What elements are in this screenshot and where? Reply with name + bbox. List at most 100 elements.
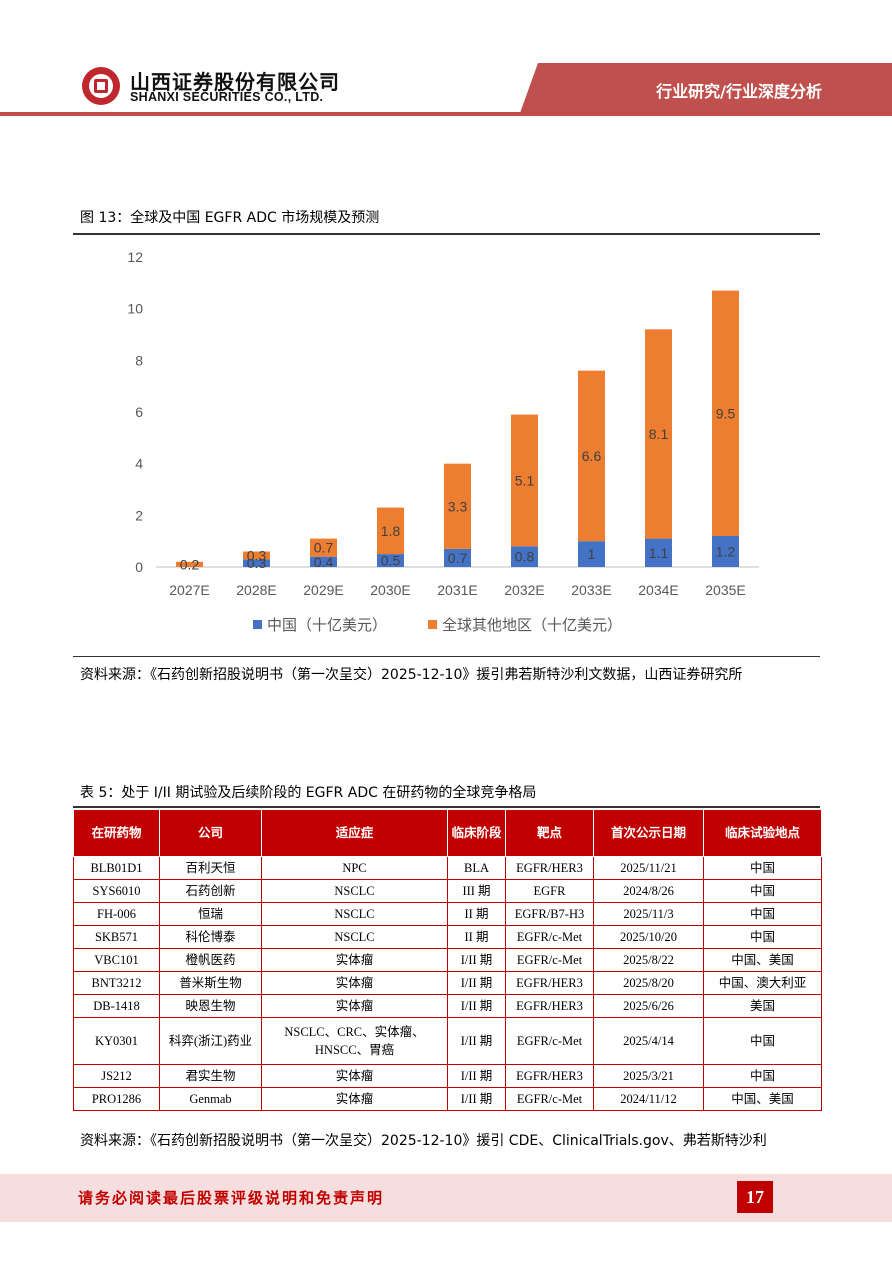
- company-cell: 科伦博泰: [159, 925, 262, 949]
- x-tick-label: 2029E: [303, 582, 343, 598]
- page-header: 山西证券股份有限公司 SHANXI SECURITIES CO., LTD. 行…: [0, 0, 892, 120]
- location-cell: 美国: [703, 994, 822, 1018]
- x-tick-label: 2030E: [370, 582, 410, 598]
- figure-title: 图 13：全球及中国 EGFR ADC 市场规模及预测: [80, 210, 380, 226]
- target-cell: EGFR/c-Met: [505, 1087, 594, 1111]
- data-label: 5.1: [515, 472, 535, 488]
- data-label: 6.6: [582, 448, 602, 464]
- drug-cell: JS212: [73, 1064, 160, 1088]
- bar-china: [310, 556, 337, 567]
- table-row: BLB01D1 百利天恒 NPC BLA EGFR/HER3 2025/11/21 中国: [73, 856, 822, 880]
- data-label: 1.8: [381, 523, 401, 539]
- data-label: 0.7: [448, 550, 468, 566]
- phase-cell: II 期: [447, 925, 506, 949]
- date-cell: 2025/8/20: [593, 971, 704, 995]
- drug-cell: FH-006: [73, 902, 160, 926]
- data-label: 9.5: [716, 405, 736, 421]
- company-cell: 科弈(浙江)药业: [159, 1017, 262, 1065]
- indication-cell: NSCLC: [261, 879, 448, 903]
- x-tick-label: 2035E: [705, 582, 745, 598]
- header-target: 靶点: [505, 809, 594, 857]
- indication-cell: NPC: [261, 856, 448, 880]
- phase-cell: I/II 期: [447, 1087, 506, 1111]
- bar-global-other: [176, 561, 203, 567]
- bar-china: [377, 554, 404, 567]
- report-section-label: 行业研究/行业深度分析: [656, 82, 822, 101]
- header-first-date: 首次公示日期: [593, 809, 704, 857]
- table-row: VBC101 橙帆医药 实体瘤 I/II 期 EGFR/c-Met 2025/8/22 中国…: [73, 948, 822, 972]
- table-row: SKB571 科伦博泰 NSCLC II 期 EGFR/c-Met 2025/10/20 中…: [73, 925, 822, 949]
- company-name-cn: 山西证券股份有限公司: [130, 70, 340, 94]
- data-label: 0.2: [180, 556, 200, 572]
- header-divider: [0, 112, 892, 116]
- header-drug: 在研药物: [73, 809, 160, 857]
- indication-cell: 实体瘤: [261, 994, 448, 1018]
- date-cell: 2025/10/20: [593, 925, 704, 949]
- data-label: 3.3: [448, 498, 468, 514]
- table-row: JS212 君实生物 实体瘤 I/II 期 EGFR/HER3 2025/3/21 中国: [73, 1064, 822, 1088]
- target-cell: EGFR/B7-H3: [505, 902, 594, 926]
- data-label: 0.8: [515, 549, 535, 565]
- bar-global-other: [511, 414, 538, 547]
- y-tick-label: 6: [135, 404, 143, 420]
- bar-china: [645, 538, 672, 567]
- location-cell: 中国: [703, 902, 822, 926]
- phase-cell: BLA: [447, 856, 506, 880]
- bar-global-other: [377, 507, 404, 555]
- figure-top-rule: [73, 233, 820, 235]
- date-cell: 2024/8/26: [593, 879, 704, 903]
- indication-cell: NSCLC、CRC、实体瘤、HNSCC、胃癌: [261, 1017, 448, 1065]
- date-cell: 2025/11/21: [593, 856, 704, 880]
- drug-cell: BNT3212: [73, 971, 160, 995]
- figure-bottom-rule: [73, 656, 820, 657]
- date-cell: 2025/6/26: [593, 994, 704, 1018]
- data-label: 0.7: [314, 540, 334, 556]
- table-row: FH-006 恒瑞 NSCLC II 期 EGFR/B7-H3 2025/11/3 中国: [73, 902, 822, 926]
- x-tick-label: 2028E: [236, 582, 276, 598]
- footer-disclaimer: 请务必阅读最后股票评级说明和免责声明: [78, 1189, 385, 1207]
- company-name-en: SHANXI SECURITIES CO., LTD.: [130, 90, 324, 104]
- legend-swatch-global: [428, 620, 437, 629]
- x-tick-label: 2033E: [571, 582, 611, 598]
- bar-china: [578, 541, 605, 567]
- drug-cell: PRO1286: [73, 1087, 160, 1111]
- data-label: 0.3: [247, 547, 267, 563]
- indication-cell: 实体瘤: [261, 948, 448, 972]
- company-cell: 橙帆医药: [159, 948, 262, 972]
- table-top-rule: [73, 806, 820, 808]
- target-cell: EGFR/c-Met: [505, 925, 594, 949]
- bar-china: [444, 548, 471, 567]
- table-row: PRO1286 Genmab 实体瘤 I/II 期 EGFR/c-Met 2024/11/…: [73, 1087, 822, 1111]
- location-cell: 中国、美国: [703, 1087, 822, 1111]
- drug-cell: DB-1418: [73, 994, 160, 1018]
- x-tick-label: 2034E: [638, 582, 678, 598]
- data-label: 1.1: [649, 545, 669, 561]
- figure-source: 资料来源：《石药创新招股说明书（第一次呈交）2025-12-10》援引弗若斯特沙…: [80, 667, 743, 683]
- phase-cell: III 期: [447, 879, 506, 903]
- legend-label: 全球其他地区（十亿美元）: [442, 616, 622, 634]
- target-cell: EGFR/c-Met: [505, 948, 594, 972]
- company-cell: 石药创新: [159, 879, 262, 903]
- indication-cell: NSCLC: [261, 902, 448, 926]
- shanxi-securities-logo-icon: [82, 67, 120, 105]
- phase-cell: I/II 期: [447, 971, 506, 995]
- table-row: BNT3212 普米斯生物 实体瘤 I/II 期 EGFR/HER3 2025/8/20 中…: [73, 971, 822, 995]
- date-cell: 2025/4/14: [593, 1017, 704, 1065]
- legend-label: 中国（十亿美元）: [267, 616, 387, 634]
- indication-cell: 实体瘤: [261, 1064, 448, 1088]
- y-tick-label: 4: [135, 456, 143, 472]
- data-label: 0.4: [314, 554, 334, 570]
- x-tick-label: 2032E: [504, 582, 544, 598]
- company-cell: 百利天恒: [159, 856, 262, 880]
- data-label: 1: [588, 546, 596, 562]
- indication-cell: 实体瘤: [261, 971, 448, 995]
- location-cell: 中国: [703, 856, 822, 880]
- company-cell: 君实生物: [159, 1064, 262, 1088]
- indication-cell: 实体瘤: [261, 1087, 448, 1111]
- phase-cell: I/II 期: [447, 1017, 506, 1065]
- y-tick-label: 8: [135, 352, 143, 368]
- market-size-chart: 0246810120.22027E0.30.32028E0.40.72029E0…: [127, 249, 759, 634]
- competition-table: 在研药物 公司 适应症 临床阶段 靶点 首次公示日期 临床试验地点 BLB01D…: [73, 809, 822, 1111]
- location-cell: 中国: [703, 1064, 822, 1088]
- bar-global-other: [645, 329, 672, 539]
